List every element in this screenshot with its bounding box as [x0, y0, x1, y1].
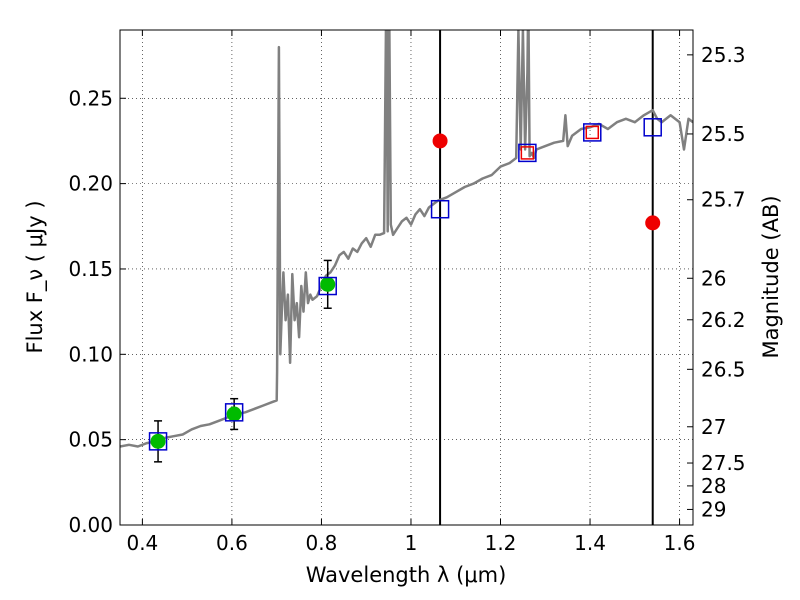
plot-frame [119, 29, 694, 526]
model-box-5 [583, 123, 602, 142]
mag-tick-label-9: 29 [701, 497, 726, 521]
grid-lines [120, 30, 693, 525]
y-tick-label-3: 0.15 [68, 257, 113, 281]
x-tick-label-3: 1 [405, 531, 418, 555]
green-point-1 [226, 406, 242, 422]
y-tick-label-5: 0.25 [68, 86, 113, 110]
green-points [150, 276, 336, 449]
model-box-3 [430, 199, 450, 219]
red-points [432, 133, 661, 231]
mag-tick-label-0: 25.3 [701, 43, 746, 67]
model-box-2 [318, 276, 337, 296]
x-tick-label-6: 1.6 [664, 531, 696, 555]
red-point-0 [432, 133, 448, 149]
mag-tick-label-7: 27.5 [701, 451, 746, 475]
magnitude-axis-label: Magnitude (AB) [759, 195, 783, 358]
x-axis-label: Wavelength λ (μm) [306, 563, 507, 587]
model-box-1 [224, 403, 244, 422]
mag-tick-label-4: 26.2 [701, 308, 746, 332]
red-boxes [520, 125, 600, 160]
model-box-6 [643, 118, 662, 137]
green-point-2 [320, 276, 336, 292]
mag-tick-label-1: 25.5 [701, 122, 746, 146]
model-boxes [148, 118, 662, 451]
y-axis-ticks: 0.00 0.05 0.10 0.15 0.20 0.25 [68, 86, 126, 537]
green-point-0 [150, 433, 166, 449]
spectrum [120, 30, 693, 448]
y-tick-label-4: 0.20 [68, 172, 113, 196]
x-tick-label-5: 1.4 [574, 531, 606, 555]
red-box-1 [585, 125, 600, 140]
x-tick-label-0: 0.4 [126, 531, 158, 555]
x-tick-label-4: 1.2 [485, 531, 517, 555]
red-point-1 [645, 215, 661, 231]
x-tick-label-1: 0.6 [216, 531, 248, 555]
x-tick-label-2: 0.8 [306, 531, 338, 555]
mag-tick-label-3: 26 [701, 266, 726, 290]
y-tick-label-0: 0.00 [68, 513, 113, 537]
mag-tick-label-5: 26.5 [701, 357, 746, 381]
spectrum-line [120, 30, 693, 448]
y-tick-label-2: 0.10 [68, 342, 113, 366]
y-tick-label-1: 0.05 [68, 428, 113, 452]
model-box-0 [148, 432, 168, 451]
y-axis-label: Flux F_ν ( μJy ) [23, 200, 48, 353]
model-box-4 [518, 143, 537, 163]
mag-tick-label-8: 28 [701, 474, 726, 498]
x-axis-ticks: 0.4 0.6 0.8 1 1.2 1.4 1.6 [126, 30, 695, 555]
red-box-0 [520, 146, 535, 160]
mag-tick-label-6: 27 [701, 415, 726, 439]
mag-tick-label-2: 25.7 [701, 188, 746, 212]
